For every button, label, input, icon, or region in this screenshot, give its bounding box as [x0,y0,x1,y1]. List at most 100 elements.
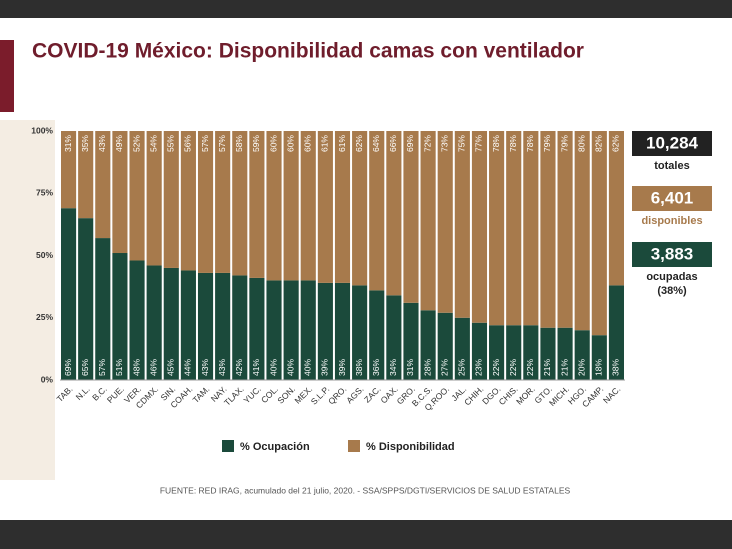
summary-label: disponibles [641,215,702,227]
summary-value: 10,284 [646,133,699,152]
bar-segment [369,290,385,380]
summary-label: totales [654,160,689,172]
bar-segment [557,131,573,328]
bar-segment [420,310,436,380]
data-label: 22% [525,359,535,376]
data-label: 43% [200,359,210,376]
data-label: 28% [422,359,432,376]
legend-swatch [348,440,360,452]
data-label: 61% [320,135,330,152]
data-label: 61% [337,135,347,152]
bar-segment [506,325,522,380]
bar-segment [215,131,231,273]
data-label: 60% [303,135,313,152]
bar-segment [574,131,590,331]
bar-segment [266,131,282,281]
data-label: 57% [200,135,210,152]
decor-pattern [0,120,55,480]
legend-label: % Disponibilidad [366,441,455,453]
bar-segment [523,131,539,326]
data-label: 56% [183,135,193,152]
data-label: 40% [285,359,295,376]
data-label: 31% [405,359,415,376]
data-label: 80% [576,135,586,152]
data-label: 20% [576,359,586,376]
data-label: 75% [457,135,467,152]
bar-segment [129,131,145,261]
y-tick-label: 0% [41,374,54,384]
data-label: 65% [80,359,90,376]
data-label: 22% [508,359,518,376]
bar-segment [232,275,248,380]
data-label: 58% [234,135,244,152]
data-label: 46% [148,359,158,376]
bar-segment [197,272,214,380]
data-label: 78% [525,135,535,152]
bar-segment [215,272,231,380]
data-label: 69% [405,135,415,152]
bar-segment [112,131,128,254]
bar-segment [266,280,282,380]
data-label: 72% [422,135,432,152]
bar-segment [454,131,470,318]
bar-segment [386,295,402,380]
data-label: 73% [439,135,449,152]
bar-segment [300,280,316,380]
data-label: 40% [303,359,313,376]
data-label: 69% [63,359,73,376]
data-label: 57% [97,359,107,376]
bar-segment [112,253,128,380]
bar-segment [180,270,196,380]
bar-segment [232,131,248,276]
summary-box [632,131,712,156]
data-label: 27% [439,359,449,376]
bar-segment [369,131,385,291]
data-label: 38% [354,359,364,376]
chart-title: COVID-19 México: Disponibilidad camas co… [32,40,584,63]
data-label: 82% [594,135,604,152]
bar-segment [317,282,333,380]
footer: FUENTE: RED IRAG, acumulado del 21 julio… [160,485,571,495]
bar-segment [403,131,419,303]
data-label: 35% [80,135,90,152]
data-label: 44% [183,359,193,376]
data-label: 78% [491,135,501,152]
bar-segment [489,131,505,326]
bar-segment [352,131,368,286]
data-label: 22% [491,359,501,376]
data-label: 36% [371,359,381,376]
bar-segment [180,131,196,271]
data-label: 59% [251,135,261,152]
data-label: 43% [97,135,107,152]
summary-value: 6,401 [651,188,694,207]
bar-segment [437,131,453,313]
data-label: 21% [559,359,569,376]
data-label: 78% [508,135,518,152]
bar-segment [146,265,162,380]
data-label: 39% [337,359,347,376]
data-label: 49% [114,135,124,152]
data-label: 18% [594,359,604,376]
data-label: 77% [474,135,484,152]
data-label: 21% [542,359,552,376]
data-label: 48% [131,359,141,376]
data-label: 51% [114,359,124,376]
bar-segment [334,282,351,380]
legend-label: % Ocupación [240,441,310,453]
data-label: 62% [354,135,364,152]
data-label: 45% [166,359,176,376]
bar-segment [352,285,368,380]
summary-note: (38%) [657,285,687,297]
legend-swatch [222,440,234,452]
data-label: 55% [166,135,176,152]
bar-segment [420,131,436,311]
data-label: 41% [251,359,261,376]
bar-segment [249,277,265,380]
bar-segment [95,131,111,239]
bar-segment [300,131,316,281]
bar-segment [574,330,590,380]
bar-segment [146,131,162,266]
y-tick-label: 50% [36,250,53,260]
data-label: 40% [268,359,278,376]
